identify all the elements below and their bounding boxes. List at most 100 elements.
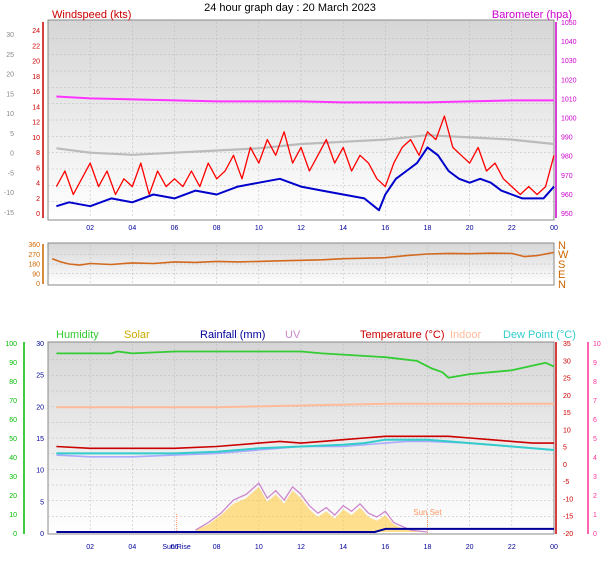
temperature-axis-tick: 30 <box>563 358 571 365</box>
windspeed-axis-tick: 22 <box>32 43 40 50</box>
temperature-axis-tick: 5 <box>563 445 567 452</box>
dewpoint-line <box>56 438 555 455</box>
temperature-axis-tick: 0 <box>563 462 567 469</box>
windspeed-legend: Windspeed (kts) <box>52 9 131 21</box>
sunrise-label: Sun Rise <box>162 544 191 551</box>
top-x-tick-label: 00 <box>550 225 558 232</box>
barometer-axis-tick: 1050 <box>561 20 577 27</box>
direction-axis-tick: 0 <box>36 281 40 288</box>
left-outer-axis-tick: 10 <box>6 111 14 118</box>
windspeed-axis-tick: 6 <box>36 165 40 172</box>
barometer-line <box>56 95 554 104</box>
indoor-line <box>56 402 554 409</box>
rainfall-axis-tick: 30 <box>36 341 44 348</box>
barometer-axis-tick: 960 <box>561 192 573 199</box>
top-x-tick-label: 20 <box>466 225 474 232</box>
temperature-axis-tick: 35 <box>563 341 571 348</box>
temperature-axis-tick: 20 <box>563 393 571 400</box>
uv-axis-tick: 8 <box>593 379 597 386</box>
barometer-axis-tick: 1000 <box>561 116 577 123</box>
top-x-tick-label: 08 <box>213 225 221 232</box>
rainfall-axis-tick: 5 <box>40 499 44 506</box>
barometer-axis-tick: 1040 <box>561 39 577 46</box>
humidity-axis-tick: 60 <box>9 417 17 424</box>
bottom-x-tick-label: 00 <box>550 544 558 551</box>
gust-band-line <box>56 134 555 156</box>
bottom-x-tick-label: 04 <box>128 544 136 551</box>
windspeed-axis-tick: 18 <box>32 74 40 81</box>
uv-axis-tick: 9 <box>593 360 597 367</box>
bottom-legend-item: Humidity <box>56 329 99 341</box>
uv-axis-tick: 5 <box>593 436 597 443</box>
humidity-axis-tick: 80 <box>9 379 17 386</box>
barometer-axis-tick: 1010 <box>561 96 577 103</box>
top-x-tick-label: 12 <box>297 225 305 232</box>
temperature-line <box>56 435 554 450</box>
uv-axis-tick: 10 <box>593 341 601 348</box>
top-x-tick-label: 04 <box>128 225 136 232</box>
uv-axis-tick: 4 <box>593 455 597 462</box>
bottom-legend-item: Temperature (°C) <box>360 329 444 341</box>
barometer-axis-tick: 1030 <box>561 58 577 65</box>
bottom-legend-item: Indoor <box>450 329 482 341</box>
uv-axis-tick: 6 <box>593 417 597 424</box>
barometer-legend: Barometer (hpa) <box>492 9 572 21</box>
top-x-tick-label: 14 <box>339 225 347 232</box>
top-x-tick-label: 16 <box>381 225 389 232</box>
bottom-legend-item: Dew Point (°C) <box>503 329 576 341</box>
left-outer-axis-tick: 15 <box>6 91 14 98</box>
temperature-axis-tick: -15 <box>563 514 573 521</box>
humidity-axis-tick: 10 <box>9 512 17 519</box>
page-title: 24 hour graph day : 20 March 2023 <box>204 2 376 14</box>
left-outer-axis-tick: 5 <box>10 131 14 138</box>
top-x-tick-label: 02 <box>86 225 94 232</box>
uv-axis-tick: 1 <box>593 512 597 519</box>
windspeed-axis-tick: 8 <box>36 150 40 157</box>
left-outer-axis-tick: -15 <box>4 210 14 217</box>
temperature-axis-tick: -5 <box>563 479 569 486</box>
barometer-axis-tick: 950 <box>561 211 573 218</box>
temperature-axis-tick: 10 <box>563 427 571 434</box>
uv-axis-tick: 2 <box>593 493 597 500</box>
windspeed-axis-tick: 14 <box>32 104 40 111</box>
bottom-x-tick-label: 20 <box>466 544 474 551</box>
compass-label: E <box>558 269 565 281</box>
temperature-axis-tick: 15 <box>563 410 571 417</box>
windspeed-line <box>55 115 555 196</box>
rainfall-axis-tick: 0 <box>40 531 44 538</box>
bottom-legend-item: UV <box>285 329 301 341</box>
direction-axis-tick: 360 <box>28 242 40 249</box>
top-x-tick-label: 22 <box>508 225 516 232</box>
humidity-axis-tick: 30 <box>9 474 17 481</box>
barometer-axis-tick: 990 <box>561 135 573 142</box>
left-outer-axis-tick: 20 <box>6 72 14 79</box>
windspeed-axis-tick: 4 <box>36 181 40 188</box>
rainfall-axis-tick: 10 <box>36 468 44 475</box>
average-wind-line <box>56 146 555 212</box>
top-x-tick-label: 06 <box>171 225 179 232</box>
wind-direction-line <box>51 251 555 266</box>
bottom-x-tick-label: 16 <box>381 544 389 551</box>
windspeed-axis-tick: 20 <box>32 59 40 66</box>
temperature-axis-tick: -10 <box>563 496 573 503</box>
uv-axis-tick: 7 <box>593 398 597 405</box>
temperature-axis-tick: 25 <box>563 376 571 383</box>
barometer-axis-tick: 1020 <box>561 77 577 84</box>
compass-label: W <box>558 249 569 261</box>
rainfall-axis-tick: 20 <box>36 404 44 411</box>
direction-axis-tick: 180 <box>28 262 40 269</box>
rainfall-axis-tick: 25 <box>36 373 44 380</box>
top-x-tick-label: 10 <box>255 225 263 232</box>
bottom-x-tick-label: 18 <box>424 544 432 551</box>
windspeed-axis-tick: 12 <box>32 120 40 127</box>
left-outer-axis-tick: 25 <box>6 52 14 59</box>
windspeed-axis-tick: 10 <box>32 135 40 142</box>
humidity-line <box>56 350 555 379</box>
solar-area <box>195 486 428 532</box>
bottom-x-tick-label: 14 <box>339 544 347 551</box>
windspeed-axis-tick: 24 <box>32 28 40 35</box>
left-outer-axis-tick: 0 <box>10 151 14 158</box>
windspeed-axis-tick: 2 <box>36 196 40 203</box>
